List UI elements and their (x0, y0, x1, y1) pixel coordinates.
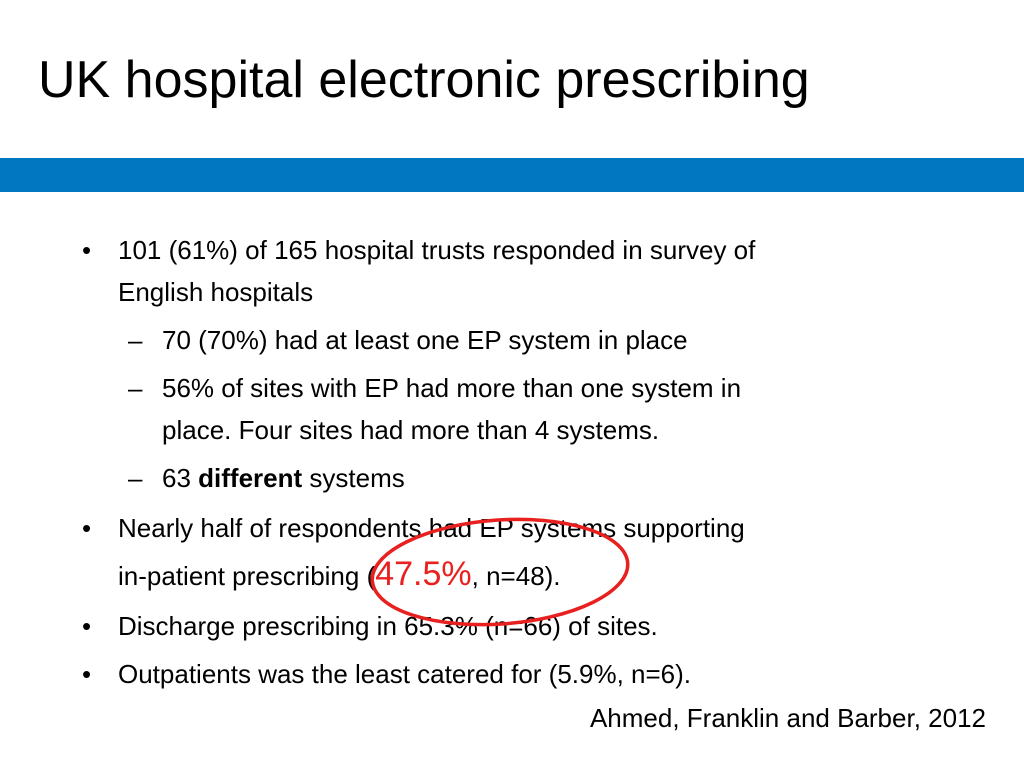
dash-marker: – (128, 325, 143, 355)
bullet-2-line-2-after: , n=48). (471, 561, 561, 591)
bullet-2-line-2: in-patient prescribing (47.5%, n=48). (118, 555, 561, 593)
sub-bullet-2-line-1: 56% of sites with EP had more than one s… (162, 373, 742, 403)
bullet-marker: • (82, 513, 92, 543)
bullet-1-line-1: 101 (61%) of 165 hospital trusts respond… (118, 235, 756, 265)
bullet-4-line-1: Outpatients was the least catered for (5… (118, 659, 692, 689)
sub-bullet-1-line-1: 70 (70%) had at least one EP system in p… (162, 325, 688, 355)
sub-bullet-3-after: systems (302, 463, 405, 493)
slide-title: UK hospital electronic prescribing (38, 51, 810, 109)
bullet-marker: • (82, 659, 92, 689)
bullet-2-line-2-before: in-patient prescribing ( (118, 561, 376, 591)
bullet-marker: • (82, 235, 92, 265)
bullet-marker: • (82, 611, 92, 641)
citation: Ahmed, Franklin and Barber, 2012 (589, 703, 986, 733)
bullet-1-line-2: English hospitals (118, 277, 314, 307)
sub-bullet-3: 63 different systems (162, 462, 405, 494)
bullet-2-line-1: Nearly half of respondents had EP system… (118, 513, 745, 543)
sub-bullet-3-emphasis: different (198, 463, 303, 493)
dash-marker: – (128, 373, 143, 403)
sub-bullet-3-before: 63 (162, 463, 199, 493)
dash-marker: – (128, 463, 143, 493)
title-divider-bar (0, 158, 1024, 192)
highlight-value: 47.5% (375, 555, 472, 593)
bullet-3-line-1: Discharge prescribing in 65.3% (n=66) of… (118, 611, 658, 641)
sub-bullet-2-line-2: place. Four sites had more than 4 system… (162, 415, 660, 445)
